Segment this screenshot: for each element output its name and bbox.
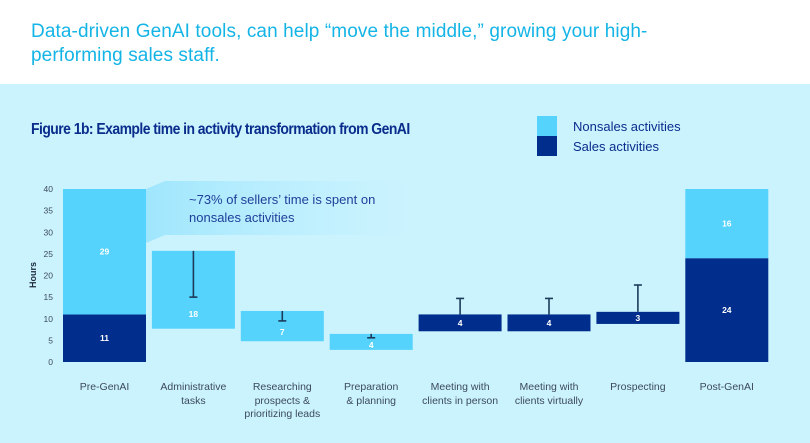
- x-tick-label-line: Researching: [252, 381, 312, 393]
- x-tick-label-meeting-with-clients-virtually: Meeting with clients virtually: [499, 381, 599, 408]
- bar-meeting-with-clients-in-person: [418, 314, 502, 332]
- legend-label-sales: Sales activities: [573, 138, 659, 154]
- y-tick-label-40: 40: [44, 184, 54, 194]
- y-tick-label-25: 25: [44, 249, 54, 259]
- x-tick-label-post-genai: Post-GenAI: [677, 381, 777, 395]
- bar-post-genai-sales: [685, 258, 769, 362]
- x-tick-label-line: tasks: [181, 394, 206, 407]
- data-label-post-genai-sales: 24: [722, 305, 732, 315]
- legend-label-nonsales: Nonsales activities: [573, 118, 681, 134]
- x-tick-label-researching-prospects-prioritizing-leads: Researching prospects & prioritizing leads: [232, 381, 332, 422]
- bar-meeting-with-clients-virtually: [507, 314, 591, 332]
- x-tick-label-line: Meeting with: [519, 381, 579, 393]
- bar-post-genai-nonsales: [685, 189, 769, 259]
- y-tick-label-30: 30: [44, 227, 54, 237]
- y-tick-label-0: 0: [48, 357, 53, 367]
- x-tick-label-meeting-with-clients-in-person: Meeting with clients in person: [410, 381, 510, 408]
- x-tick-label-pre-genai: Pre-GenAI: [55, 381, 155, 395]
- chart-title: Figure 1b: Example time in activity tran…: [31, 121, 410, 138]
- data-label-researching-prospects-prioritizing-leads: 7: [280, 327, 285, 337]
- y-tick-label-5: 5: [48, 335, 53, 345]
- x-tick-label-line: Preparation: [344, 381, 399, 393]
- legend-swatch-nonsales: [537, 116, 557, 136]
- data-label-pre-genai-sales: 11: [100, 333, 109, 343]
- x-tick-label-line: clients in person: [422, 394, 499, 407]
- legend: Nonsales activities Sales activities: [537, 116, 681, 156]
- x-tick-label-line: Post-GenAI: [699, 381, 754, 393]
- data-label-administrative-tasks: 18: [189, 309, 199, 319]
- data-label-post-genai-nonsales: 16: [722, 219, 732, 229]
- x-tick-label-prospecting: Prospecting: [588, 381, 688, 395]
- y-tick-label-15: 15: [44, 292, 54, 302]
- y-tick-label-10: 10: [44, 314, 54, 324]
- bar-pre-genai-sales: [63, 314, 146, 362]
- x-tick-label-line: prioritizing leads: [244, 408, 321, 420]
- x-tick-label-administrative-tasks: Administrative tasks: [143, 381, 243, 408]
- legend-item-nonsales: Nonsales activities: [537, 116, 681, 136]
- y-tick-label-35: 35: [44, 206, 54, 216]
- bar-preparation-planning: [329, 333, 413, 350]
- x-tick-label-line: prospects &: [254, 394, 311, 407]
- bar-pre-genai-nonsales: [63, 189, 146, 315]
- data-label-preparation-planning: 4: [369, 340, 374, 350]
- data-label-meeting-with-clients-in-person: 4: [458, 318, 463, 328]
- x-tick-label-line: Pre-GenAI: [79, 381, 130, 393]
- x-tick-label-line: Administrative: [160, 381, 227, 393]
- callout-shape: [146, 181, 420, 243]
- x-tick-label-line: & planning: [346, 394, 396, 407]
- headline: Data-driven GenAI tools, can help “move …: [31, 21, 648, 66]
- x-tick-label-preparation-planning: Preparation & planning: [321, 381, 421, 408]
- y-tick-label-20: 20: [44, 271, 54, 281]
- x-tick-label-line: Prospecting: [610, 381, 666, 393]
- bar-prospecting: [596, 311, 680, 324]
- data-label-meeting-with-clients-virtually: 4: [547, 318, 552, 328]
- x-tick-label-line: Meeting with: [430, 381, 490, 393]
- legend-swatch-sales: [537, 136, 557, 156]
- data-label-prospecting: 3: [636, 313, 641, 323]
- x-tick-label-line: clients virtually: [514, 394, 584, 407]
- callout-annotation: ~73% of sellers’ time is spent on nonsal…: [189, 192, 376, 225]
- legend-item-sales: Sales activities: [537, 136, 681, 156]
- data-label-pre-genai-nonsales: 29: [100, 247, 110, 257]
- y-axis-label: Hours: [28, 262, 38, 288]
